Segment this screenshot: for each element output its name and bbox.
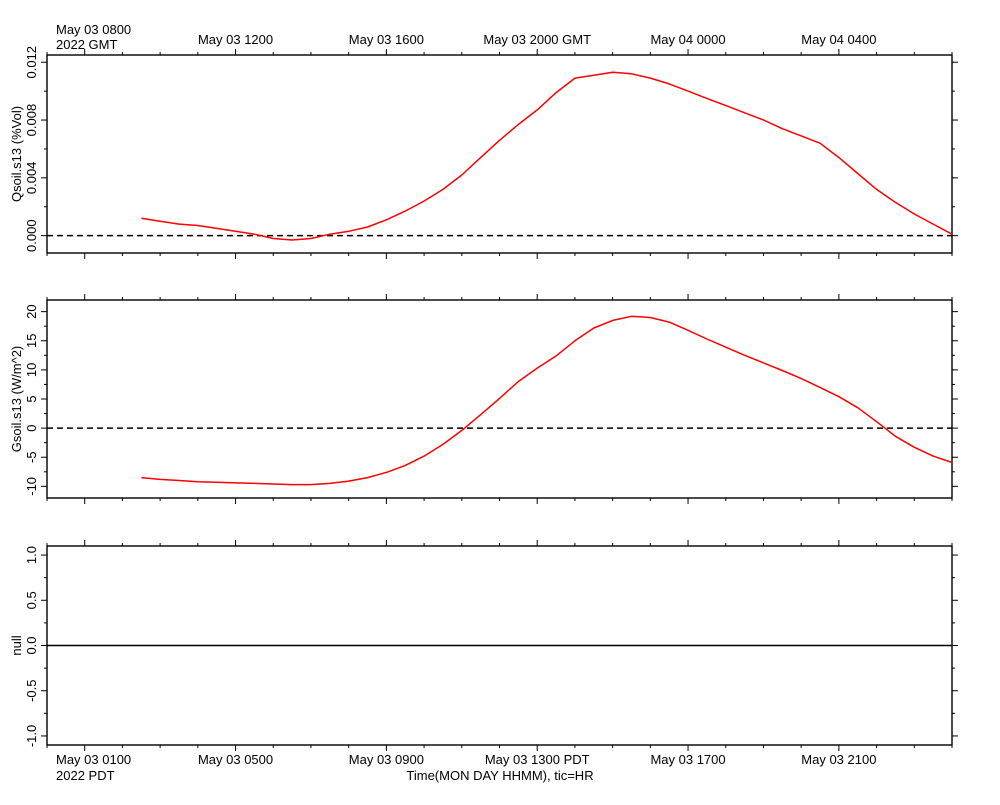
top-axis-label: May 03 1600 <box>349 32 424 47</box>
y-tick-label: 0.0 <box>24 636 39 654</box>
top-axis-label: May 03 1200 <box>198 32 273 47</box>
y-tick-label: 0.000 <box>24 219 39 252</box>
top-axis-label: May 04 0000 <box>650 32 725 47</box>
bottom-axis-label: May 03 1300 PDT <box>485 752 590 767</box>
y-tick-label: 15 <box>24 334 39 348</box>
series-line-1 <box>141 71 953 241</box>
top-axis-label: May 04 0400 <box>801 32 876 47</box>
bottom-axis-label: May 03 2100 <box>801 752 876 767</box>
y-axis-title: Qsoil.s13 (%Vol) <box>9 106 24 202</box>
panel-2: -10 -5 0 5 10 15 20 Gsoil.s13 (W/m^2) <box>9 294 958 504</box>
y-tick-label: 5 <box>24 395 39 402</box>
y-tick-label: -1.0 <box>24 725 39 747</box>
panel-3: -1.0 -0.5 0.0 0.5 1.0 null <box>9 540 958 751</box>
y-axis-title: Gsoil.s13 (W/m^2) <box>9 346 24 453</box>
y-tick-label: 20 <box>24 304 39 318</box>
y-axis-title: null <box>9 635 24 655</box>
top-axis-labels: May 03 1200 May 03 1600 May 03 2000 GMT May… <box>198 32 877 47</box>
y-tick-label: -5 <box>24 451 39 463</box>
bottom-axis-first-label: May 03 0100 <box>56 752 131 767</box>
y-tick-label: -0.5 <box>24 680 39 702</box>
y-tick-label: 0.5 <box>24 591 39 609</box>
bottom-axis-first-label-year: 2022 PDT <box>56 768 115 783</box>
y-tick-label: 0 <box>24 425 39 432</box>
series-line-2 <box>141 315 953 486</box>
panel-1: 0.000 0.004 0.008 0.012 Qsoil.s13 (%Vol) <box>9 46 958 259</box>
bottom-axis-label: May 03 0500 <box>198 752 273 767</box>
bottom-axis-label: May 03 1700 <box>650 752 725 767</box>
y-tick-label: -10 <box>24 477 39 496</box>
top-axis-first-label: May 03 0800 <box>56 22 131 37</box>
bottom-axis-label: May 03 0900 <box>349 752 424 767</box>
y-tick-label: 10 <box>24 363 39 377</box>
y-tick-label: 0.008 <box>24 104 39 137</box>
bottom-axis-labels: May 03 0500 May 03 0900 May 03 1300 PDT May… <box>198 752 877 767</box>
y-tick-label: 1.0 <box>24 546 39 564</box>
panel-frame <box>46 54 953 254</box>
y-tick-label: 0.004 <box>24 162 39 195</box>
top-axis-first-label-year: 2022 GMT <box>56 37 117 52</box>
x-axis-title: Time(MON DAY HHMM), tic=HR <box>406 768 593 783</box>
top-axis-label: May 03 2000 GMT <box>483 32 591 47</box>
y-tick-label: 0.012 <box>24 46 39 79</box>
